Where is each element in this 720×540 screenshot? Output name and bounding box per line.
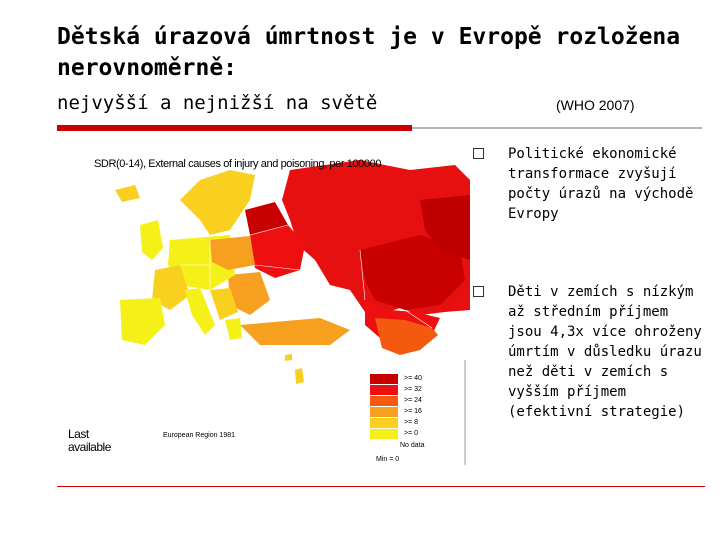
map-caption: SDR(0-14), External causes of injury and… bbox=[94, 158, 382, 170]
legend-swatch bbox=[370, 429, 398, 439]
legend-no-data: No data bbox=[400, 442, 425, 449]
map-region-cyprus bbox=[285, 354, 292, 361]
map-region-poland bbox=[210, 236, 255, 270]
legend-swatch bbox=[370, 374, 398, 384]
source-citation: (WHO 2007) bbox=[556, 97, 635, 113]
map-region-france bbox=[152, 265, 190, 310]
legend-label: >= 40 bbox=[404, 375, 422, 382]
slide-subtitle: nejvyšší a nejnižší na světě bbox=[57, 92, 378, 114]
map-region-baltics bbox=[245, 202, 288, 235]
bullet-text: Děti v zemích s nízkým až středním příjm… bbox=[508, 284, 702, 420]
slide-title: Dětská úrazová úmrtnost je v Evropě rozl… bbox=[57, 24, 681, 81]
square-bullet-icon bbox=[473, 148, 484, 159]
title-underline-gray bbox=[412, 127, 702, 129]
map-region-iberia bbox=[120, 298, 165, 345]
legend-min: Min = 0 bbox=[376, 456, 400, 463]
map-region-israel bbox=[295, 368, 304, 384]
legend-label: >= 0 bbox=[404, 430, 419, 437]
last-available-label: Last available bbox=[68, 427, 111, 454]
map-region-uk-ireland bbox=[140, 220, 163, 260]
map-region-balkans-east bbox=[228, 272, 270, 315]
legend-label: >= 24 bbox=[404, 397, 422, 404]
footer-rule bbox=[57, 486, 705, 487]
legend-swatch bbox=[370, 396, 398, 406]
map-region-turkey bbox=[240, 318, 350, 345]
europe-injury-map bbox=[115, 160, 470, 465]
square-bullet-icon bbox=[473, 286, 484, 297]
legend-swatch bbox=[370, 418, 398, 428]
legend-label: >= 8 bbox=[404, 419, 419, 426]
legend-label: >= 32 bbox=[404, 386, 422, 393]
map-region-italy bbox=[185, 288, 215, 335]
map-region-iceland bbox=[115, 185, 140, 202]
map-region-balkans-west bbox=[210, 288, 238, 320]
map-region-greece bbox=[225, 318, 242, 340]
title-underline-red bbox=[57, 125, 412, 131]
legend-label: >= 16 bbox=[404, 408, 422, 415]
legend-swatch bbox=[370, 385, 398, 395]
map-region-scandinavia bbox=[180, 170, 255, 235]
bullet-text: Politické ekonomické transformace zvyšuj… bbox=[508, 146, 694, 222]
europe-map-figure: SDR(0-14), External causes of injury and… bbox=[60, 140, 470, 465]
map-region-central-asia bbox=[360, 235, 465, 310]
map-borders bbox=[180, 224, 433, 329]
map-region-ukraine-belarus bbox=[250, 225, 305, 278]
legend-swatch bbox=[370, 407, 398, 417]
map-region-south-central-asia bbox=[375, 318, 438, 355]
region-label: European Region 1981 bbox=[163, 432, 236, 439]
map-region-east-asia-edge bbox=[420, 195, 470, 260]
